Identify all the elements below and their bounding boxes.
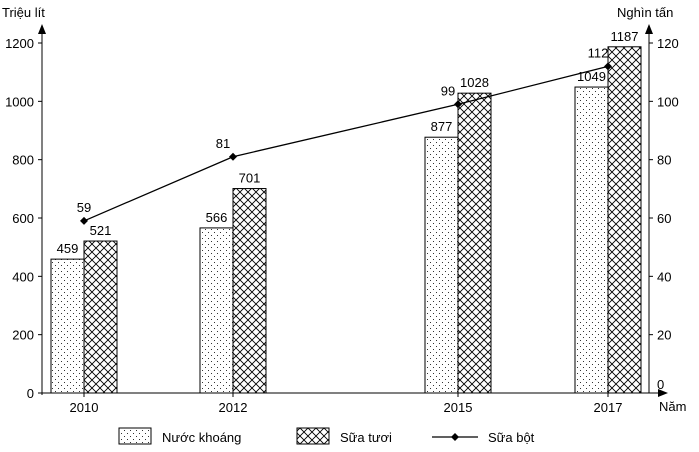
bar-nuoc-khoang <box>199 227 234 394</box>
legend-swatch-crosshatch <box>296 427 330 445</box>
y-tick-left: 1200 <box>5 36 34 51</box>
y-tick-right: 100 <box>657 94 679 109</box>
bar-value-label: 701 <box>239 171 261 186</box>
bar-sua-tuoi <box>607 46 642 394</box>
bar-nuoc-khoang <box>50 258 85 394</box>
line-value-label: 59 <box>77 200 91 215</box>
x-tick: 2017 <box>594 400 623 415</box>
line-value-label: 99 <box>441 83 455 98</box>
line-value-label: 112 <box>588 45 609 60</box>
x-tick: 2015 <box>444 400 473 415</box>
bar-value-label: 521 <box>90 223 112 238</box>
bar-sua-tuoi <box>232 188 267 394</box>
y-tick-right: 80 <box>657 153 671 168</box>
y-tick-left: 600 <box>12 211 34 226</box>
legend-item-sua-bot: Sữa bột <box>488 430 535 445</box>
y-tick-right: 20 <box>657 328 671 343</box>
x-axis-label: Năm <box>659 399 686 414</box>
bar-sua-tuoi <box>83 240 118 394</box>
y-tick-left: 400 <box>12 269 34 284</box>
bar-value-label: 566 <box>206 210 228 225</box>
legend-item-sua-tuoi: Sữa tươi <box>340 430 392 445</box>
bar-value-label: 877 <box>431 119 453 134</box>
bar-value-label: 459 <box>57 241 79 256</box>
diamond-marker-icon <box>229 152 237 161</box>
bar-value-label: 1028 <box>460 75 489 90</box>
bar-value-label: 1187 <box>611 29 639 44</box>
bars <box>50 46 642 394</box>
y-tick-left: 0 <box>27 386 34 401</box>
y-axis-right-label: Nghìn tấn <box>617 5 673 20</box>
diamond-marker-icon <box>451 433 459 441</box>
arrow-right-icon <box>658 389 668 397</box>
y-tick-left: 1000 <box>5 94 34 109</box>
y-tick-left: 800 <box>12 153 34 168</box>
line-value-label: 81 <box>216 136 230 151</box>
y-axis-left-label: Triệu lít <box>2 5 45 20</box>
y-tick-right: 40 <box>657 269 671 284</box>
y-tick-right: 60 <box>657 211 671 226</box>
y-tick-left: 200 <box>12 328 34 343</box>
bar-value-label: 1049 <box>577 69 606 84</box>
y-tick-right: 0 <box>657 377 664 392</box>
line-series <box>80 62 612 225</box>
legend: Nước khoáng Sữa tươi Sữa bột <box>118 427 535 445</box>
bar-nuoc-khoang <box>424 136 459 394</box>
bar-nuoc-khoang <box>574 86 609 394</box>
bar-sua-tuoi <box>457 92 492 394</box>
x-tick: 2012 <box>219 400 248 415</box>
x-tick: 2010 <box>70 400 99 415</box>
diamond-marker-icon <box>80 216 88 225</box>
legend-item-nuoc-khoang: Nước khoáng <box>162 430 241 445</box>
legend-swatch-dots <box>118 427 152 445</box>
labels: 459 521 566 701 877 1028 1049 1187 59 81 99 112 <box>57 29 639 256</box>
axes: Triệu lít 0 200 400 600 800 1000 1200 Nghìn tấn 0… <box>2 5 686 415</box>
y-tick-right: 120 <box>657 36 679 51</box>
diamond-marker-icon <box>454 100 462 109</box>
diamond-marker-icon <box>604 62 612 71</box>
arrow-up-icon <box>38 24 46 34</box>
arrow-up-icon <box>645 24 653 34</box>
